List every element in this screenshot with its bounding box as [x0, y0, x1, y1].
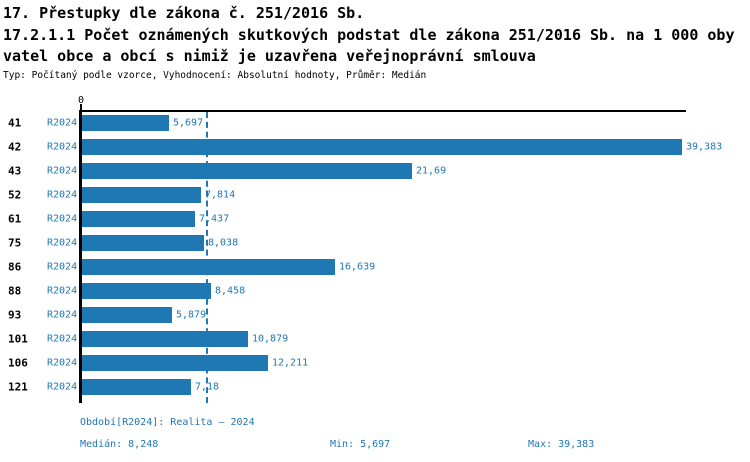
bar[interactable]: [82, 331, 248, 347]
bar-row: 93 R2024 5,879: [0, 303, 750, 327]
series-label: R2024: [47, 285, 78, 297]
bar[interactable]: [82, 259, 335, 275]
bar[interactable]: [82, 283, 211, 299]
chart-title-line2: 17.2.1.1 Počet oznámených skutkových pod…: [3, 25, 735, 44]
bar-row: 41 R2024 5,697: [0, 111, 750, 135]
bar-row: 61 R2024 7,437: [0, 207, 750, 231]
category-label: 88: [8, 284, 22, 298]
chart-subtitle: Typ: Počítaný podle vzorce, Vyhodnocení:…: [3, 69, 427, 81]
series-label: R2024: [47, 165, 78, 177]
bar-row: 42 R2024 39,383: [0, 135, 750, 159]
min-stat: Min: 5,697: [330, 439, 391, 450]
chart-title-line3: vatel obce a obcí s nimiž je uzavřena ve…: [3, 47, 536, 65]
bar[interactable]: [82, 211, 195, 227]
category-label: 41: [8, 116, 22, 130]
series-label: R2024: [47, 381, 78, 393]
bar[interactable]: [82, 307, 172, 323]
value-label: 5,697: [173, 117, 204, 129]
series-label: R2024: [47, 357, 78, 369]
x-axis-line: [80, 110, 686, 112]
bar-row: 88 R2024 8,458: [0, 279, 750, 303]
bar-row: 75 R2024 8,038: [0, 231, 750, 255]
value-label: 8,458: [215, 285, 246, 297]
period-legend: Období[R2024]: Realita – 2024: [80, 417, 255, 428]
category-label: 75: [8, 236, 22, 250]
median-stat: Medián: 8,248: [80, 439, 159, 450]
value-label: 16,639: [339, 261, 376, 273]
category-label: 106: [8, 356, 28, 370]
bar-row: 121 R2024 7,18: [0, 375, 750, 399]
category-label: 93: [8, 308, 22, 322]
x-axis-zero-tick: [80, 104, 82, 111]
series-label: R2024: [47, 141, 78, 153]
value-label: 21,69: [416, 165, 447, 177]
bar[interactable]: [82, 115, 169, 131]
category-label: 121: [8, 380, 28, 394]
series-label: R2024: [47, 189, 78, 201]
category-label: 52: [8, 188, 22, 202]
median-reference-line: [206, 112, 208, 403]
value-label: 10,879: [252, 333, 289, 345]
series-label: R2024: [47, 237, 78, 249]
x-axis-zero-tick-label: 0: [77, 95, 85, 106]
max-stat: Max: 39,383: [528, 439, 595, 450]
chart-title-line1: 17. Přestupky dle zákona č. 251/2016 Sb.: [3, 4, 365, 22]
value-label: 8,038: [208, 237, 239, 249]
category-label: 101: [8, 332, 28, 346]
category-label: 61: [8, 212, 22, 226]
bar[interactable]: [82, 163, 412, 179]
bar[interactable]: [82, 187, 201, 203]
category-label: 43: [8, 164, 22, 178]
value-label: 7,814: [205, 189, 236, 201]
bar-row: 43 R2024 21,69: [0, 159, 750, 183]
category-label: 42: [8, 140, 22, 154]
series-label: R2024: [47, 213, 78, 225]
value-label: 5,879: [176, 309, 207, 321]
bar[interactable]: [82, 379, 191, 395]
series-label: R2024: [47, 117, 78, 129]
bar[interactable]: [82, 355, 268, 371]
series-label: R2024: [47, 333, 78, 345]
value-label: 39,383: [686, 141, 723, 153]
bar-row: 101 R2024 10,879: [0, 327, 750, 351]
value-label: 7,437: [199, 213, 230, 225]
value-label: 12,211: [272, 357, 309, 369]
bar-row: 52 R2024 7,814: [0, 183, 750, 207]
bar[interactable]: [82, 139, 682, 155]
series-label: R2024: [47, 261, 78, 273]
chart-header: 17. Přestupky dle zákona č. 251/2016 Sb.…: [3, 3, 735, 82]
value-label: 7,18: [195, 381, 220, 393]
bar-row: 86 R2024 16,639: [0, 255, 750, 279]
bar[interactable]: [82, 235, 204, 251]
y-axis-line: [79, 110, 82, 403]
bar-row: 106 R2024 12,211: [0, 351, 750, 375]
category-label: 86: [8, 260, 22, 274]
series-label: R2024: [47, 309, 78, 321]
